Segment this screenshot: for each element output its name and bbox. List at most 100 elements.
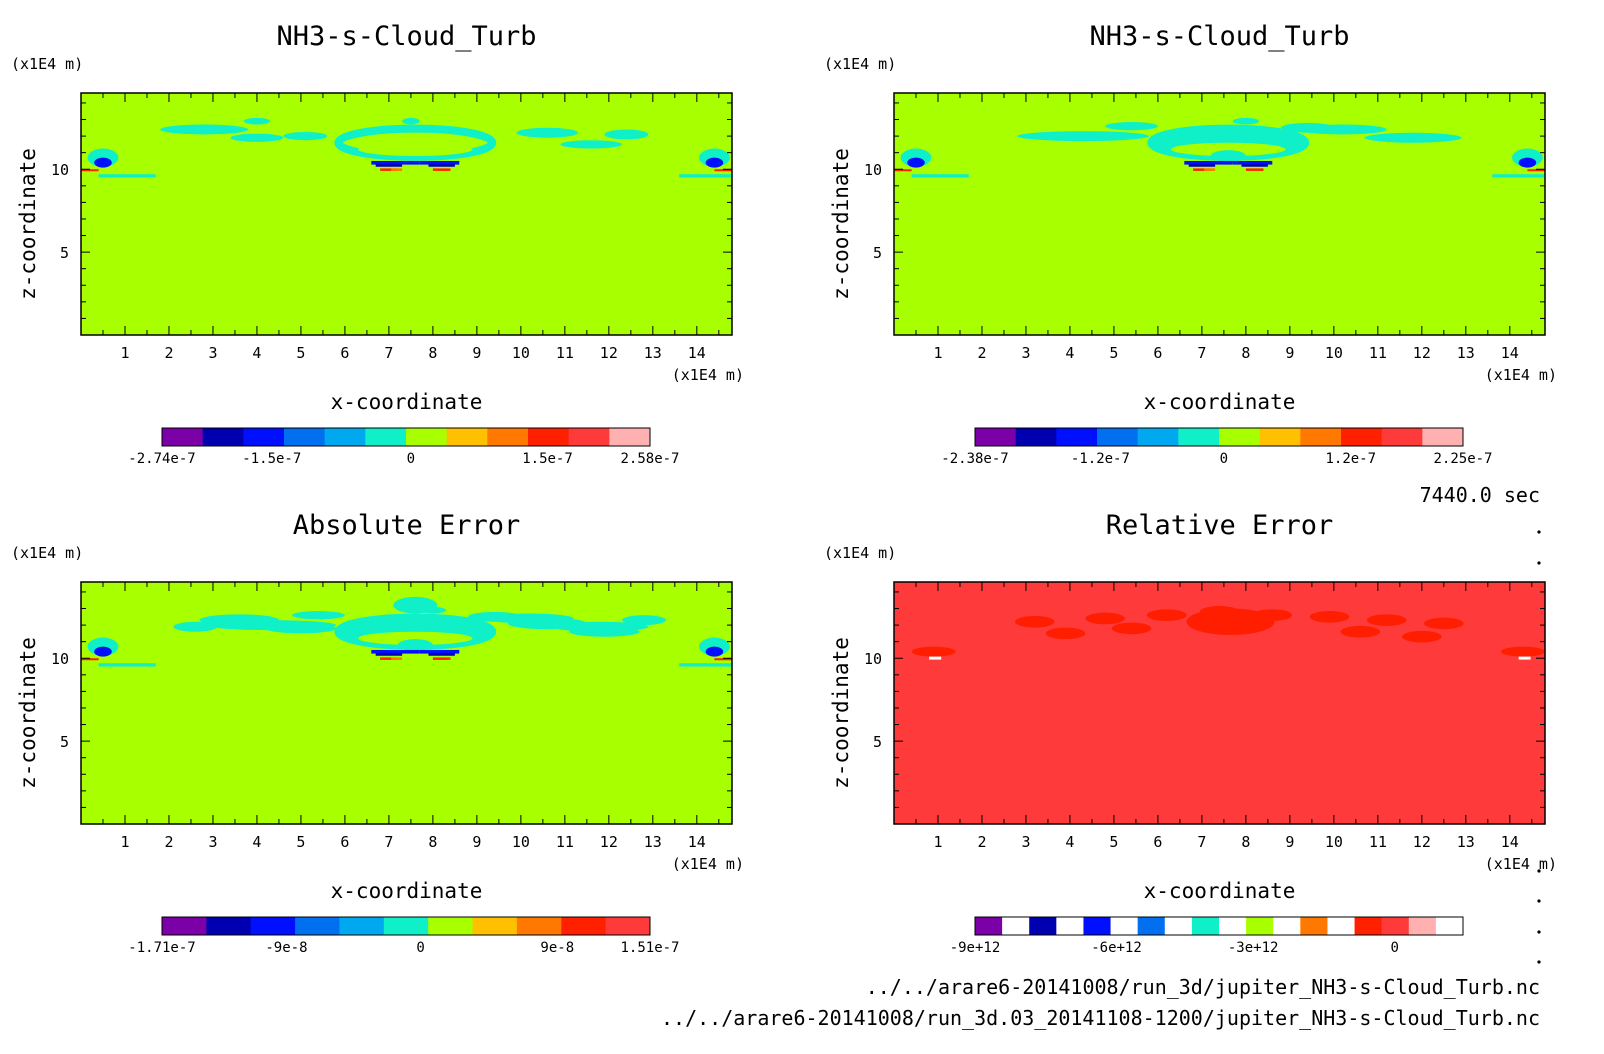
x-tick-label: 3 bbox=[1021, 344, 1030, 362]
x-tick-label: 6 bbox=[1153, 344, 1162, 362]
colorbar: -2.74e-7 -1.5e-7 0 1.5e-7 2.58e-7 bbox=[128, 427, 680, 467]
x-tick-label: 11 bbox=[1369, 833, 1387, 851]
colorbar-swatch bbox=[1178, 428, 1220, 446]
colorbar-swatch bbox=[365, 428, 407, 446]
y-unit-label: (x1E4 m) bbox=[11, 55, 83, 73]
colorbar-swatch bbox=[1300, 917, 1328, 935]
x-tick-label: 6 bbox=[340, 833, 349, 851]
x-tick-label: 11 bbox=[556, 344, 574, 362]
colorbar-swatch bbox=[1137, 917, 1166, 935]
y-axis-label: z-coordinate bbox=[16, 637, 40, 789]
colorbar-label: -2.74e-7 bbox=[128, 451, 195, 467]
colorbar-swatch bbox=[1097, 428, 1139, 446]
colorbar-swatch bbox=[1056, 428, 1098, 446]
contour-features bbox=[81, 117, 732, 178]
x-tick-label: 14 bbox=[688, 344, 706, 362]
x-tick-label: 2 bbox=[977, 833, 986, 851]
colorbar-swatch bbox=[1246, 917, 1274, 935]
y-tick-label: 5 bbox=[60, 244, 69, 262]
colorbar-label: -9e-8 bbox=[265, 940, 307, 956]
colorbar-swatch bbox=[516, 917, 562, 935]
x-tick-label: 8 bbox=[428, 344, 437, 362]
colorbar-swatch bbox=[1354, 917, 1383, 935]
colorbar-swatch bbox=[1422, 428, 1464, 446]
plot-frame bbox=[893, 92, 1546, 336]
plot-frame bbox=[80, 581, 733, 825]
plot-frame bbox=[80, 92, 733, 336]
colorbar: -9e+12 -6e+12 -3e+12 0 bbox=[950, 916, 1464, 956]
colorbar-label: 9e-8 bbox=[540, 940, 574, 956]
y-axis-label: z-coordinate bbox=[16, 148, 40, 300]
x-tick-label: 10 bbox=[1325, 833, 1343, 851]
colorbar-label: 2.58e-7 bbox=[620, 451, 679, 467]
colorbar-label: -6e+12 bbox=[1091, 940, 1142, 956]
panel-p1: NH3-s-Cloud_Turb(x1E4 m)1 2 3 4 5 6 7 8 9 10 11 12 1… bbox=[11, 21, 744, 467]
x-tick-label: 1 bbox=[933, 833, 942, 851]
x-tick-label: 12 bbox=[600, 344, 618, 362]
colorbar-swatch bbox=[1029, 917, 1057, 935]
x-tick-label: 13 bbox=[1457, 344, 1475, 362]
x-tick-label: 9 bbox=[472, 344, 481, 362]
x-tick-label: 5 bbox=[1109, 833, 1118, 851]
panel-title: NH3-s-Cloud_Turb bbox=[276, 21, 536, 52]
contour-features bbox=[81, 596, 732, 667]
colorbar-swatch bbox=[1191, 917, 1220, 935]
colorbar-swatch bbox=[1219, 428, 1261, 446]
colorbar-swatch bbox=[1435, 917, 1464, 935]
x-tick-label: 7 bbox=[1197, 833, 1206, 851]
x-tick-label: 8 bbox=[1241, 344, 1250, 362]
colorbar-swatch bbox=[1408, 917, 1437, 935]
colorbar: -1.71e-7 -9e-8 0 9e-8 1.51e-7 bbox=[128, 916, 680, 956]
footer-file-1: ../../arare6-20141008/run_3d/jupiter_NH3… bbox=[866, 975, 1540, 999]
x-tick-label: 2 bbox=[164, 833, 173, 851]
panel-p4: Relative Error(x1E4 m)1 2 3 4 5 6 7 8 9 10 11 12 13 1… bbox=[824, 510, 1557, 956]
colorbar-swatch bbox=[1110, 917, 1139, 935]
colorbar-swatch bbox=[1273, 917, 1301, 935]
x-tick-label: 11 bbox=[556, 833, 574, 851]
colorbar-swatch bbox=[568, 428, 610, 446]
colorbar-label: -1.71e-7 bbox=[128, 940, 195, 956]
x-tick-label: 6 bbox=[340, 344, 349, 362]
colorbar-swatch bbox=[1381, 428, 1423, 446]
x-tick-label: 4 bbox=[1065, 833, 1074, 851]
colorbar-swatch bbox=[1300, 428, 1342, 446]
y-unit-label: (x1E4 m) bbox=[824, 544, 896, 562]
x-axis-label: x-coordinate bbox=[331, 390, 483, 414]
colorbar-swatch bbox=[1219, 917, 1247, 935]
x-tick-label: 11 bbox=[1369, 344, 1387, 362]
colorbar-swatch bbox=[295, 917, 340, 935]
y-tick-label: 5 bbox=[873, 733, 882, 751]
x-unit-label: (x1E4 m) bbox=[1485, 855, 1557, 873]
x-axis-label: x-coordinate bbox=[1144, 879, 1296, 903]
margin-dots bbox=[1537, 530, 1541, 964]
footer-file-2: ../../arare6-20141008/run_3d.03_20141108… bbox=[661, 1006, 1540, 1030]
contour-features bbox=[911, 606, 1545, 660]
colorbar-swatch bbox=[609, 428, 651, 446]
x-unit-label: (x1E4 m) bbox=[672, 855, 744, 873]
x-tick-label: 9 bbox=[1285, 833, 1294, 851]
x-tick-label: 8 bbox=[428, 833, 437, 851]
x-tick-label: 9 bbox=[1285, 344, 1294, 362]
colorbar-swatch bbox=[162, 917, 207, 935]
x-tick-label: 1 bbox=[933, 344, 942, 362]
x-tick-label: 3 bbox=[208, 344, 217, 362]
colorbar: -2.38e-7 -1.2e-7 0 1.2e-7 2.25e-7 bbox=[941, 427, 1493, 467]
x-tick-label: 7 bbox=[1197, 344, 1206, 362]
colorbar-label: 1.5e-7 bbox=[522, 451, 573, 467]
y-unit-label: (x1E4 m) bbox=[824, 55, 896, 73]
x-unit-label: (x1E4 m) bbox=[672, 366, 744, 384]
x-tick-label: 10 bbox=[512, 344, 530, 362]
panel-p3: Absolute Error(x1E4 m)1 2 3 4 5 6 7 8 9 10 11 12 13 1… bbox=[11, 510, 744, 956]
x-tick-label: 2 bbox=[164, 344, 173, 362]
colorbar-label: 1.2e-7 bbox=[1325, 451, 1376, 467]
colorbar-label: -1.2e-7 bbox=[1071, 451, 1130, 467]
y-unit-label: (x1E4 m) bbox=[11, 544, 83, 562]
y-tick-label: 10 bbox=[51, 650, 69, 668]
plot-frame bbox=[893, 581, 1546, 825]
colorbar-swatch bbox=[528, 428, 570, 446]
colorbar-swatch bbox=[472, 917, 518, 935]
x-tick-label: 14 bbox=[1501, 833, 1519, 851]
time-label: 7440.0 sec bbox=[1420, 483, 1540, 507]
panel-title: Absolute Error bbox=[293, 510, 521, 541]
colorbar-swatch bbox=[561, 917, 607, 935]
